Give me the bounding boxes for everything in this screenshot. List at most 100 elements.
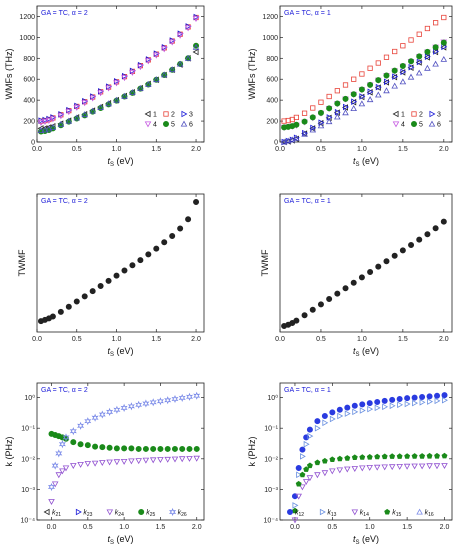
data-point <box>366 96 374 103</box>
data-point <box>57 308 64 315</box>
data-point <box>57 120 65 127</box>
data-point <box>441 14 447 21</box>
data-point <box>129 70 136 76</box>
data-point <box>192 48 199 56</box>
data-point <box>99 444 106 451</box>
data-point <box>145 80 152 87</box>
data-point <box>325 118 333 125</box>
data-point <box>309 126 317 133</box>
legend: 1 2 3 4 5 6 <box>144 110 193 129</box>
data-point <box>301 130 308 137</box>
data-point <box>91 413 99 422</box>
data-point <box>106 444 113 451</box>
data-point <box>317 109 324 116</box>
x-tick-label: 2.0 <box>439 146 449 153</box>
legend-marker <box>351 509 359 516</box>
data-point <box>404 395 411 402</box>
legend-marker <box>180 120 188 127</box>
data-point <box>415 69 423 76</box>
data-point <box>284 137 292 144</box>
data-point <box>69 427 77 436</box>
data-point <box>326 114 333 121</box>
data-point <box>145 58 152 65</box>
data-point <box>41 119 49 126</box>
legend-label: k21 <box>52 510 61 519</box>
data-point <box>358 100 366 107</box>
data-point <box>70 463 77 470</box>
data-point <box>367 405 374 413</box>
data-point <box>322 419 329 427</box>
y-axis-label: k (PHz) <box>247 437 257 467</box>
y-tick-label: 600 <box>23 77 35 84</box>
data-point <box>192 16 200 23</box>
data-point <box>105 100 112 107</box>
data-point <box>77 441 84 448</box>
data-point <box>381 397 388 404</box>
data-point <box>434 452 440 459</box>
y-tick-label: 600 <box>266 77 278 84</box>
y-tick-label: 0 <box>274 140 278 147</box>
series-1 <box>37 48 199 132</box>
data-point <box>113 80 120 87</box>
legend-label: k14 <box>360 510 369 519</box>
data-point <box>299 453 306 460</box>
data-point <box>135 458 142 465</box>
data-point <box>344 410 351 417</box>
y-tick-label: 10⁰ <box>24 394 35 402</box>
y-tick-label: 800 <box>23 56 35 63</box>
data-point <box>120 458 128 465</box>
legend-label: 3 <box>437 112 441 119</box>
data-point <box>321 457 328 464</box>
data-point <box>399 247 406 254</box>
data-point <box>306 475 314 482</box>
x-tick-label: 1.5 <box>151 146 161 153</box>
data-point <box>321 413 328 420</box>
data-point <box>299 471 306 478</box>
data-point <box>176 60 184 67</box>
data-point <box>359 71 365 77</box>
data-point <box>424 25 431 32</box>
data-point <box>164 445 171 452</box>
data-point <box>424 64 431 71</box>
series-5 <box>281 39 447 131</box>
data-point <box>334 290 341 297</box>
data-point <box>153 245 160 252</box>
data-point <box>98 410 106 419</box>
data-point <box>186 456 193 462</box>
legend-marker <box>43 508 50 516</box>
data-point <box>299 446 306 453</box>
data-point <box>416 58 423 66</box>
data-point <box>121 267 128 274</box>
y-tick-label: 0 <box>31 140 35 147</box>
data-point <box>106 407 114 416</box>
legend-label: k16 <box>425 510 434 519</box>
chart-panel-5: 0.0 0.5 1.0 1.5 2.0 10⁻⁴ 10⁻³ 10⁻² 10⁻¹ 10⁰ tS (eV… <box>4 382 205 546</box>
x-tick-label: 0.0 <box>275 336 285 343</box>
data-point <box>329 415 336 423</box>
data-point <box>366 464 373 471</box>
data-point <box>37 120 45 127</box>
legend-marker <box>429 110 436 118</box>
data-point <box>424 48 431 55</box>
series-6 <box>37 43 200 134</box>
data-point <box>441 452 448 459</box>
x-tick-label: 0.5 <box>316 146 326 153</box>
x-tick-label: 0.5 <box>316 336 326 343</box>
data-point <box>389 453 396 459</box>
y-tick-label: 200 <box>23 119 35 126</box>
x-tick-label: 1.0 <box>119 524 129 531</box>
data-point <box>375 77 382 84</box>
data-point <box>137 257 144 264</box>
data-point <box>408 37 414 43</box>
data-point <box>326 105 333 112</box>
x-tick-label: 0.0 <box>275 146 285 153</box>
data-point <box>426 393 433 400</box>
x-tick-label: 0.0 <box>290 524 300 531</box>
legend-label: 2 <box>419 112 423 119</box>
data-point <box>408 63 415 71</box>
data-point <box>129 88 136 95</box>
data-point <box>416 53 423 60</box>
data-point <box>375 83 382 91</box>
data-point <box>157 457 164 464</box>
data-point <box>105 277 112 284</box>
